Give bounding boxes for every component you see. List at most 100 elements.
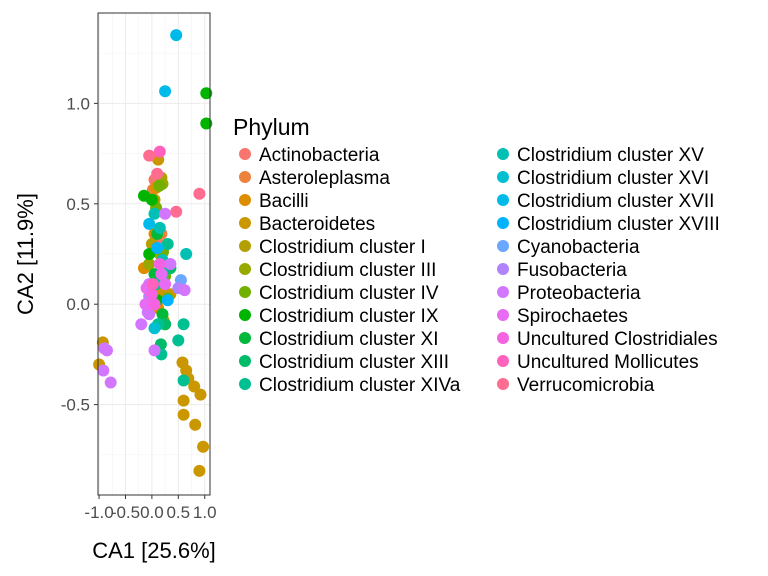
point-s20-0 xyxy=(153,145,166,158)
y-tick-label-2: 0.5 xyxy=(66,195,90,214)
legend-label-8: Clostridium cluster XI xyxy=(259,329,439,350)
point-s19-1 xyxy=(153,258,166,270)
legend-key-18 xyxy=(497,309,509,321)
point-s8-2 xyxy=(156,308,169,321)
point-s11-0 xyxy=(153,221,166,234)
y-axis: -0.5 0.0 0.5 1.0 xyxy=(61,94,98,415)
legend-label-0: Actinobacteria xyxy=(259,145,380,166)
legend-key-19 xyxy=(497,332,509,344)
point-s18-0 xyxy=(139,298,152,311)
legend-label-9: Clostridium cluster XIII xyxy=(259,352,449,373)
x-tick-label-1: -0.5 xyxy=(111,503,140,522)
legend-label-11: Clostridium cluster XV xyxy=(517,145,704,166)
point-s7-1 xyxy=(200,117,213,130)
point-s10-3 xyxy=(172,334,185,347)
point-s3-9 xyxy=(193,464,206,477)
point-s17-1 xyxy=(101,344,113,357)
point-s21-0 xyxy=(143,149,156,162)
point-s7-3 xyxy=(145,193,158,206)
legend-label-4: Clostridium cluster I xyxy=(259,237,426,258)
point-s20-1 xyxy=(146,278,159,291)
point-s17-4 xyxy=(135,318,148,331)
panel-border xyxy=(97,12,211,496)
x-axis: -1.0-0.5 0.0 0.5 1.0 xyxy=(84,495,217,522)
point-s17-7 xyxy=(148,344,161,357)
legend-key-17 xyxy=(497,286,509,298)
legend-key-9 xyxy=(239,355,251,367)
x-tick-label-4: 1.0 xyxy=(193,503,217,522)
legend-key-20 xyxy=(497,355,509,367)
point-s6-0 xyxy=(153,179,166,192)
point-s21-1 xyxy=(151,167,164,180)
point-s5-2 xyxy=(143,258,156,270)
legend-key-14 xyxy=(497,217,509,229)
legend-label-20: Uncultured Mollicutes xyxy=(517,352,699,373)
legend-label-5: Clostridium cluster III xyxy=(259,260,436,281)
x-tick-label-2: 0.0 xyxy=(140,503,164,522)
y-tick-label-3: 1.0 xyxy=(66,94,90,113)
legend-key-1 xyxy=(239,171,251,183)
legend-label-19: Uncultured Clostridiales xyxy=(517,329,718,350)
legend-label-12: Clostridium cluster XVI xyxy=(517,168,709,189)
point-s3-7 xyxy=(189,418,202,431)
y-tick-label-1: 0.0 xyxy=(66,295,90,314)
point-s17-3 xyxy=(104,376,117,389)
point-s19-0 xyxy=(148,298,161,311)
legend: Phylum ActinobacteriaAsteroleplasmaBacil… xyxy=(233,114,720,396)
legend-label-1: Asteroleplasma xyxy=(259,168,390,189)
legend-key-10 xyxy=(239,378,251,390)
point-s3-8 xyxy=(197,440,210,453)
point-s17-9 xyxy=(178,284,191,297)
point-s14-0 xyxy=(161,294,174,307)
legend-label-10: Clostridium cluster XIVa xyxy=(259,375,461,396)
legend-key-0 xyxy=(239,148,251,160)
x-tick-label-3: 0.5 xyxy=(166,503,190,522)
point-s11-1 xyxy=(180,248,193,260)
legend-label-13: Clostridium cluster XVII xyxy=(517,191,714,212)
point-s17-8 xyxy=(164,258,177,270)
legend-label-14: Clostridium cluster XVIII xyxy=(517,214,720,235)
legend-key-21 xyxy=(497,378,509,390)
legend-key-7 xyxy=(239,309,251,321)
point-s17-11 xyxy=(159,207,172,220)
y-axis-title: CA2 [11.9%] xyxy=(13,193,38,315)
point-s3-5 xyxy=(188,380,201,393)
point-s18-3 xyxy=(159,278,172,291)
point-s11-3 xyxy=(148,207,161,220)
legend-label-2: Bacilli xyxy=(259,191,309,212)
legend-key-8 xyxy=(239,332,251,344)
legend-label-15: Cyanobacteria xyxy=(517,237,640,258)
legend-key-6 xyxy=(239,286,251,298)
legend-key-13 xyxy=(497,194,509,206)
point-s7-0 xyxy=(200,87,213,100)
point-s18-2 xyxy=(155,268,168,281)
point-s13-1 xyxy=(170,29,183,42)
point-s10-0 xyxy=(161,238,174,250)
x-tick-label-0: -1.0 xyxy=(84,503,113,522)
point-s19-2 xyxy=(145,288,158,301)
point-s21-2 xyxy=(193,187,206,200)
legend-label-3: Bacteroidetes xyxy=(259,214,375,235)
point-s10-4 xyxy=(177,374,190,387)
data-points xyxy=(93,29,213,477)
point-s13-2 xyxy=(143,217,156,230)
legend-key-4 xyxy=(239,240,251,252)
legend-label-18: Spirochaetes xyxy=(517,306,628,327)
legend-key-3 xyxy=(239,217,251,229)
point-s3-6 xyxy=(194,388,207,401)
legend-key-11 xyxy=(497,148,509,160)
point-s3-11 xyxy=(177,408,190,421)
legend-label-7: Clostridium cluster IX xyxy=(259,306,439,327)
legend-key-15 xyxy=(497,240,509,252)
point-s14-1 xyxy=(151,242,164,254)
point-s13-0 xyxy=(159,85,172,98)
y-tick-label-0: -0.5 xyxy=(61,396,90,415)
point-s21-3 xyxy=(170,205,183,218)
point-s10-2 xyxy=(177,318,190,331)
point-s12-1 xyxy=(148,322,161,335)
point-s17-2 xyxy=(97,364,110,377)
legend-label-6: Clostridium cluster IV xyxy=(259,283,439,304)
legend-key-16 xyxy=(497,263,509,275)
x-axis-title: CA1 [25.6%] xyxy=(92,538,216,563)
point-s3-10 xyxy=(177,394,190,407)
